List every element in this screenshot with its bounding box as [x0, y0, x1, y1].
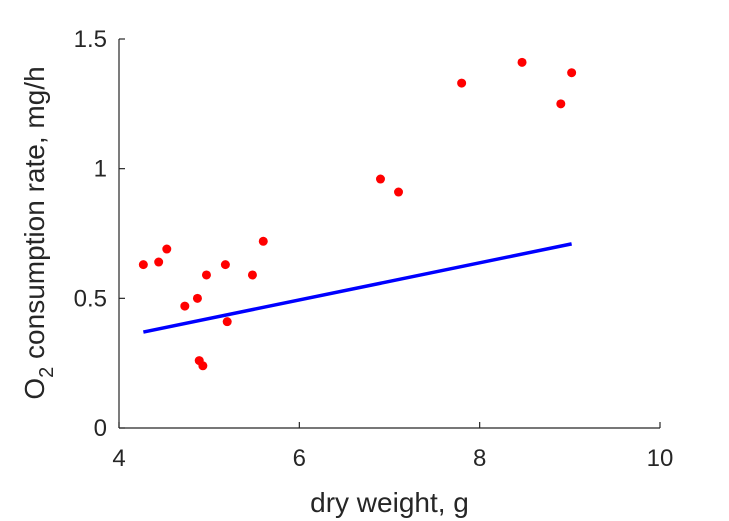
- y-axis-label-group: O2 consumption rate, mg/h: [19, 66, 58, 399]
- x-ticks: 4 6 8 10: [112, 422, 673, 472]
- x-tick-label: 6: [293, 445, 306, 472]
- data-point: [192, 293, 202, 303]
- y-axis-label-o: O: [19, 378, 50, 400]
- data-point: [517, 57, 527, 67]
- y-ticks: 0 0.5 1 1.5: [74, 26, 125, 442]
- y-tick-label: 1.5: [74, 26, 107, 53]
- data-points-layer: [138, 57, 577, 371]
- x-axis-label: dry weight, g: [310, 487, 469, 518]
- y-tick-label: 1: [94, 156, 107, 183]
- data-point: [394, 187, 404, 197]
- y-axis-label-rest: consumption rate, mg/h: [19, 66, 50, 366]
- data-point: [138, 260, 148, 270]
- data-point: [162, 244, 172, 254]
- data-point: [258, 236, 268, 246]
- y-tick-label: 0.5: [74, 285, 107, 312]
- data-point: [556, 99, 566, 109]
- fit-line-layer: [142, 242, 572, 334]
- data-point: [198, 361, 208, 371]
- y-axis-label-subscript: 2: [36, 367, 58, 378]
- data-point: [457, 78, 467, 88]
- y-axis-label: O2 consumption rate, mg/h: [19, 66, 58, 399]
- data-point: [567, 68, 577, 78]
- data-point: [220, 260, 230, 270]
- plot-area: 4 6 8 10 0 0.5 1 1.5: [74, 26, 674, 472]
- data-point: [375, 174, 385, 184]
- y-tick-label: 0: [94, 415, 107, 442]
- x-tick-label: 4: [112, 445, 125, 472]
- data-point: [247, 270, 257, 280]
- data-point: [222, 317, 232, 327]
- fit-line: [142, 242, 572, 334]
- x-tick-label: 8: [473, 445, 486, 472]
- data-point: [154, 257, 164, 267]
- data-point: [180, 301, 190, 311]
- data-point: [201, 270, 211, 280]
- x-tick-label: 10: [647, 445, 674, 472]
